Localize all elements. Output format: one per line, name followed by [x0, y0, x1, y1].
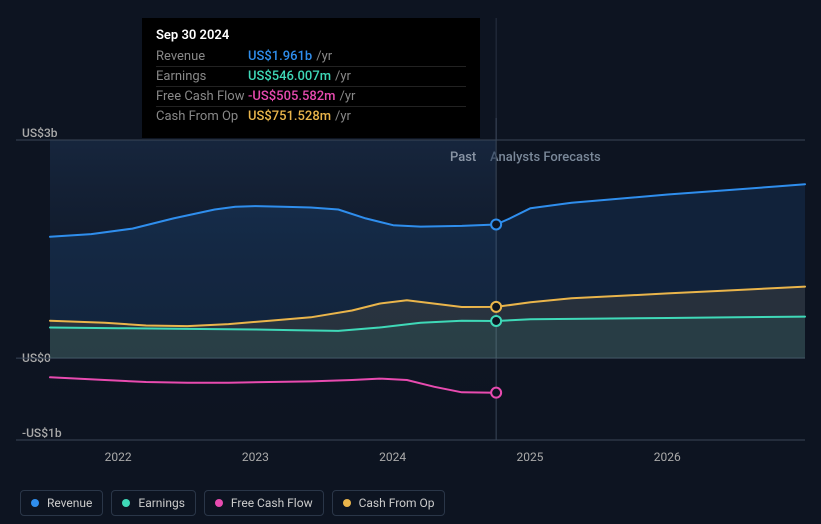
tooltip-metric-unit: /yr [335, 69, 351, 84]
legend-item-revenue[interactable]: Revenue [20, 490, 103, 516]
legend-label: Revenue [47, 496, 92, 510]
legend-item-fcf[interactable]: Free Cash Flow [204, 490, 324, 516]
tooltip-metric-value: US$546.007m [248, 69, 331, 84]
tooltip-metric-label: Earnings [156, 69, 248, 84]
legend: Revenue Earnings Free Cash Flow Cash From O… [20, 490, 445, 516]
tooltip-metric-label: Free Cash Flow [156, 89, 248, 104]
hover-tooltip: Sep 30 2024 RevenueUS$1.961b/yrEarningsU… [142, 18, 480, 138]
tooltip-metric-value: US$1.961b [248, 49, 312, 64]
tooltip-metric-label: Revenue [156, 49, 248, 64]
tooltip-metric-unit: /yr [335, 109, 351, 124]
legend-dot-icon [343, 499, 351, 507]
tooltip-row: RevenueUS$1.961b/yr [156, 47, 466, 66]
tooltip-metric-unit: /yr [316, 49, 332, 64]
legend-label: Earnings [138, 496, 185, 510]
legend-label: Cash From Op [359, 496, 435, 510]
legend-label: Free Cash Flow [231, 496, 313, 510]
legend-dot-icon [31, 499, 39, 507]
legend-item-cash_from_op[interactable]: Cash From Op [332, 490, 446, 516]
legend-dot-icon [122, 499, 130, 507]
tooltip-metric-value: -US$505.582m [248, 89, 335, 104]
legend-item-earnings[interactable]: Earnings [111, 490, 196, 516]
tooltip-metric-label: Cash From Op [156, 109, 248, 124]
legend-dot-icon [215, 499, 223, 507]
tooltip-row: EarningsUS$546.007m/yr [156, 66, 466, 86]
x-tick-label: 2025 [516, 450, 543, 514]
x-tick-label: 2026 [654, 450, 681, 514]
tooltip-date: Sep 30 2024 [156, 28, 466, 43]
tooltip-row: Cash From OpUS$751.528m/yr [156, 106, 466, 126]
tooltip-row: Free Cash Flow-US$505.582m/yr [156, 86, 466, 106]
tooltip-metric-unit: /yr [339, 89, 355, 104]
tooltip-metric-value: US$751.528m [248, 109, 331, 124]
